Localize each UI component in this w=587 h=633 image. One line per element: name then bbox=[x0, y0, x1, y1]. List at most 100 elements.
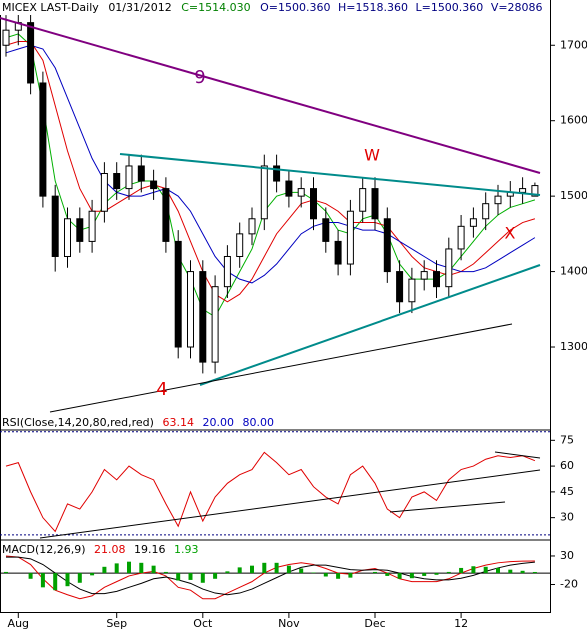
histogram-bar bbox=[274, 562, 279, 574]
histogram-bar bbox=[483, 566, 488, 574]
annotation: 9 bbox=[194, 67, 205, 88]
histogram-bar bbox=[102, 566, 107, 574]
candle-body bbox=[531, 185, 539, 197]
candle-body bbox=[273, 165, 281, 182]
histogram-bar bbox=[496, 567, 500, 574]
histogram-bar bbox=[40, 573, 45, 588]
header-bg bbox=[0, 0, 550, 15]
macd-legend: MACD(12,26,9) 21.08 19.16 1.93 bbox=[2, 543, 199, 556]
moving-average bbox=[5, 33, 536, 318]
candle-body bbox=[371, 188, 379, 220]
close: C=1514.030 bbox=[181, 1, 250, 14]
histogram-bar bbox=[262, 562, 267, 574]
trendline bbox=[494, 451, 541, 459]
histogram-bar bbox=[532, 571, 537, 574]
histogram-bar bbox=[176, 573, 181, 581]
candle-body bbox=[445, 248, 453, 288]
histogram-bar bbox=[520, 570, 525, 574]
candle-body bbox=[494, 195, 502, 205]
candle-body bbox=[113, 173, 121, 190]
legend-entry: 1.93 bbox=[174, 543, 199, 556]
rsi-title: RSI(Close,14,20,80,red,red) bbox=[2, 416, 154, 429]
histogram-bar bbox=[114, 563, 119, 574]
rsi-legend: RSI(Close,14,20,80,red,red) 63.14 20.00 … bbox=[2, 416, 274, 429]
y-tick-label: 30 bbox=[560, 511, 574, 524]
candle-body bbox=[482, 203, 490, 220]
candle-body bbox=[27, 22, 35, 84]
candle-body bbox=[260, 165, 268, 220]
candle-body bbox=[174, 240, 182, 348]
candle-body bbox=[39, 82, 47, 197]
candle-body bbox=[383, 218, 391, 273]
macd-title: MACD(12,26,9) bbox=[2, 543, 86, 556]
y-tick-label: 75 bbox=[560, 433, 574, 446]
candle-body bbox=[150, 180, 158, 190]
candle-body bbox=[310, 188, 317, 220]
histogram-bar bbox=[434, 573, 439, 575]
volume: V=28086 bbox=[491, 1, 543, 14]
annotation: 4 bbox=[156, 379, 167, 400]
candle-body bbox=[457, 225, 465, 250]
histogram-bar bbox=[151, 565, 156, 574]
date: 01/31/2012 bbox=[108, 1, 171, 14]
rsi-line bbox=[5, 451, 536, 533]
histogram-bar bbox=[90, 573, 95, 576]
candle-body bbox=[187, 271, 194, 348]
candle-body bbox=[211, 286, 219, 363]
histogram-bar bbox=[213, 573, 218, 579]
histogram-bar bbox=[188, 573, 193, 580]
histogram-bar bbox=[409, 573, 414, 579]
histogram-bar bbox=[250, 565, 254, 574]
y-tick-label: 1400 bbox=[560, 265, 587, 278]
high: H=1518.360 bbox=[338, 1, 408, 14]
y-tick-label: -20 bbox=[560, 577, 578, 590]
candle-body bbox=[519, 188, 527, 193]
macd-line bbox=[5, 555, 535, 600]
y-tick-label: 1300 bbox=[560, 340, 587, 353]
rsi-level: 80.00 bbox=[242, 416, 274, 429]
x-tick-label: Oct bbox=[193, 617, 213, 630]
rsi-level: 20.00 bbox=[202, 416, 234, 429]
candle-body bbox=[76, 218, 84, 242]
histogram-bar bbox=[311, 572, 316, 574]
candle-body bbox=[2, 29, 10, 46]
candle-body bbox=[396, 271, 404, 303]
histogram-bar bbox=[323, 573, 328, 577]
legend-entry: 21.08 bbox=[94, 543, 126, 556]
candle-body bbox=[420, 271, 428, 280]
histogram-bar bbox=[422, 573, 427, 576]
y-tick-label: 1700 bbox=[560, 38, 587, 51]
rsi-value: 63.14 bbox=[162, 416, 194, 429]
x-tick-label: Nov bbox=[278, 617, 300, 630]
candle-body bbox=[359, 188, 367, 212]
y-tick-label: 45 bbox=[560, 485, 574, 498]
candle-body bbox=[433, 271, 440, 288]
histogram-bar bbox=[299, 568, 304, 574]
y-tick-label: 30 bbox=[560, 549, 574, 562]
candle-body bbox=[297, 188, 305, 197]
trendline bbox=[199, 264, 541, 386]
candle-body bbox=[64, 218, 71, 257]
trendline bbox=[389, 501, 506, 513]
histogram-bar bbox=[385, 573, 390, 576]
histogram-bar bbox=[127, 561, 131, 574]
plot-frame bbox=[0, 0, 551, 613]
trendline bbox=[0, 17, 541, 174]
trendline bbox=[119, 153, 541, 196]
histogram-bar bbox=[446, 571, 451, 574]
candle-body bbox=[88, 210, 96, 242]
candle-body bbox=[334, 240, 342, 265]
y-tick-label: 1600 bbox=[560, 114, 587, 127]
x-tick-label: 12 bbox=[454, 617, 468, 630]
candle-body bbox=[346, 210, 354, 265]
histogram-bar bbox=[508, 569, 513, 574]
candle-body bbox=[162, 188, 170, 242]
y-tick-label: 60 bbox=[560, 459, 574, 472]
candle-body bbox=[199, 271, 207, 363]
candle-body bbox=[236, 233, 244, 257]
histogram-bar bbox=[225, 571, 230, 574]
histogram-bar bbox=[77, 573, 82, 583]
symbol: MICEX LAST-Daily bbox=[2, 1, 99, 14]
histogram-bar bbox=[65, 573, 70, 587]
